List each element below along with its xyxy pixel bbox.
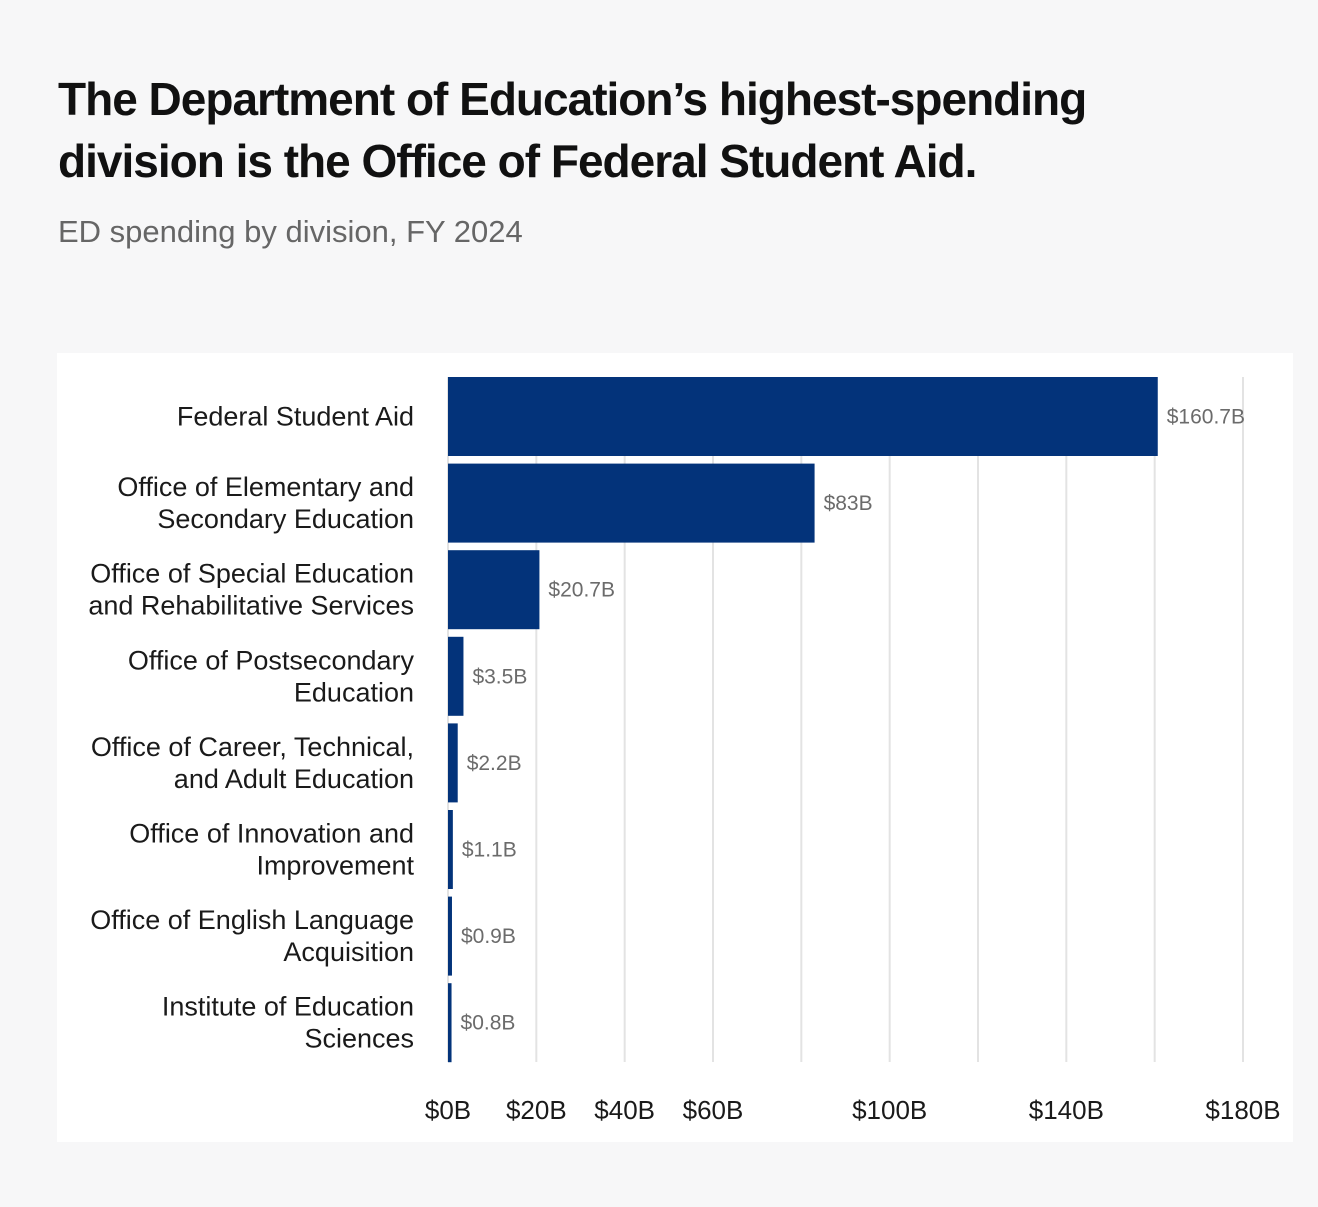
category-label-line: Education (294, 677, 414, 707)
category-label-line: and Rehabilitative Services (88, 591, 414, 621)
category-label-line: Sciences (304, 1024, 414, 1054)
category-label-line: Office of English Language (90, 905, 414, 935)
category-label-line: Acquisition (283, 937, 414, 967)
category-label-line: and Adult Education (174, 764, 414, 794)
x-tick-label: $20B (506, 1095, 567, 1125)
bar (448, 636, 464, 716)
value-labels: $160.7B $83B $20.7B $3.5B $2.2B $1.1B $0.9B $0.… (461, 406, 1245, 1035)
category-label: Office of Special Education and Rehabilit… (88, 559, 414, 621)
category-label: Office of Career, Technical, and Adult Ed… (91, 732, 414, 794)
value-label: $1.1B (462, 839, 517, 862)
bar (448, 463, 815, 543)
x-axis-ticks: $0B $20B $40B $60B $100B $140B $180B (425, 1095, 1281, 1125)
category-label-line: Institute of Education (162, 992, 414, 1022)
value-label: $0.9B (461, 925, 516, 948)
category-label-line: Secondary Education (157, 504, 414, 534)
category-label: Federal Student Aid (177, 402, 414, 432)
bar (448, 550, 540, 630)
category-labels: Federal Student Aid Office of Elementary … (88, 402, 414, 1054)
chart-title: The Department of Education’s highest-sp… (58, 73, 1087, 187)
category-label: Office of English Language Acquisition (90, 905, 414, 967)
x-tick-label: $140B (1029, 1095, 1104, 1125)
category-label-line: Office of Postsecondary (128, 645, 415, 675)
bars (448, 377, 1158, 1063)
bar (448, 896, 452, 976)
x-tick-label: $100B (852, 1095, 927, 1125)
category-label: Office of Elementary and Secondary Educat… (117, 472, 414, 534)
bar (448, 723, 458, 803)
category-label: Office of Innovation and Improvement (129, 819, 414, 881)
category-label: Office of Postsecondary Education (128, 645, 415, 707)
x-tick-label: $60B (683, 1095, 744, 1125)
category-label-line: Federal Student Aid (177, 402, 414, 432)
value-label: $0.8B (461, 1012, 516, 1035)
category-label-line: Office of Career, Technical, (91, 732, 414, 762)
value-label: $83B (824, 492, 873, 515)
x-tick-label: $180B (1205, 1095, 1280, 1125)
bar (448, 810, 453, 889)
value-label: $2.2B (467, 752, 522, 775)
value-label: $3.5B (472, 665, 527, 688)
bar (448, 377, 1158, 456)
chart-subtitle: ED spending by division, FY 2024 (58, 214, 523, 249)
category-label-line: Improvement (256, 851, 414, 881)
x-tick-label: $0B (425, 1095, 471, 1125)
value-label: $20.7B (548, 579, 615, 602)
bar (448, 983, 452, 1063)
x-tick-label: $40B (594, 1095, 655, 1125)
chart-panel: $160.7B $83B $20.7B $3.5B $2.2B $1.1B $0.9B $0.… (57, 353, 1293, 1142)
bar-chart: $160.7B $83B $20.7B $3.5B $2.2B $1.1B $0.9B $0.… (88, 377, 1281, 1125)
value-label: $160.7B (1167, 406, 1245, 429)
category-label: Institute of Education Sciences (162, 992, 414, 1054)
category-label-line: Office of Special Education (90, 559, 414, 589)
category-label-line: Office of Elementary and (117, 472, 414, 502)
category-label-line: Office of Innovation and (129, 819, 414, 849)
